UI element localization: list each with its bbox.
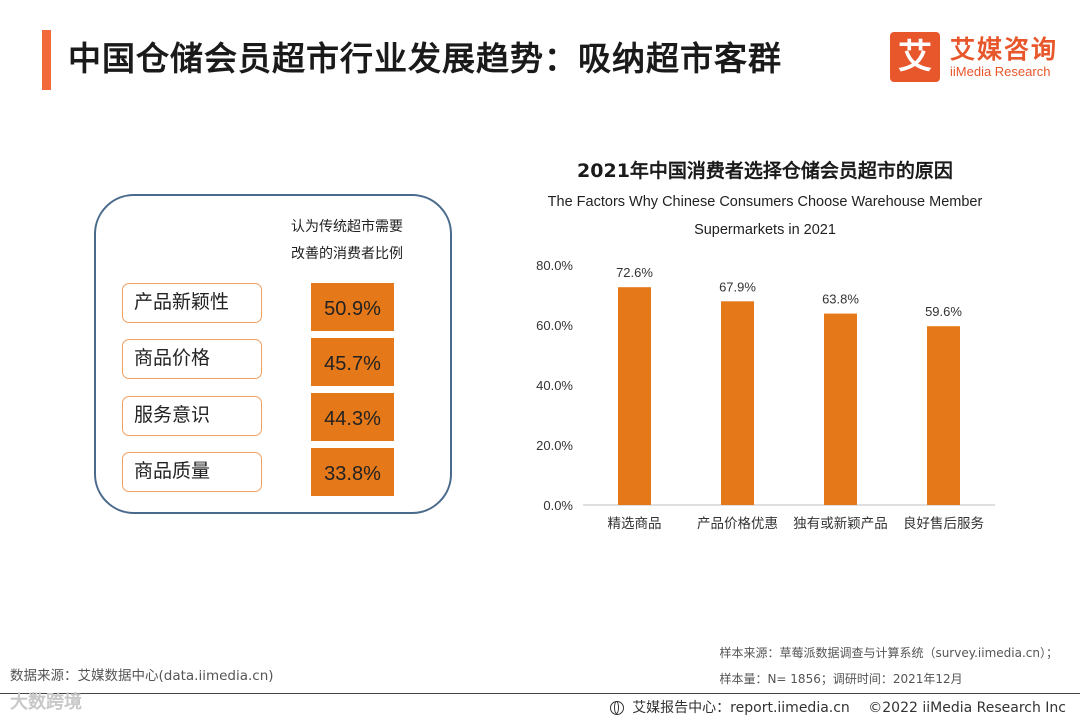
- data-source: 数据来源：艾媒数据中心(data.iimedia.cn): [10, 668, 274, 684]
- x-tick-label: 产品价格优惠: [697, 516, 778, 532]
- panel-header-line1: 认为传统超市需要: [291, 219, 403, 235]
- y-tick-label: 40.0%: [536, 378, 573, 393]
- factor-value: 44.3%: [311, 393, 394, 441]
- page-title: 中国仓储会员超市行业发展趋势：吸纳超市客群: [68, 39, 782, 78]
- globe-icon: [609, 701, 624, 715]
- logo-glyph: 艾: [890, 32, 940, 82]
- chart-subtitle: The Factors Why Chinese Consumers Choose…: [520, 188, 1010, 244]
- report-center-link[interactable]: 艾媒报告中心：report.iimedia.cn: [632, 700, 850, 716]
- bar: [927, 326, 960, 505]
- sample-source: 样本来源：草莓派数据调查与计算系统（survey.iimedia.cn）；: [719, 646, 1058, 660]
- sample-info: 样本来源：草莓派数据调查与计算系统（survey.iimedia.cn）； 样本…: [719, 640, 1058, 692]
- factor-value: 50.9%: [311, 283, 394, 331]
- iimedia-logo: 艾 艾媒咨询 iiMedia Research: [890, 32, 1070, 84]
- panel-header: 认为传统超市需要 改善的消费者比例: [262, 214, 432, 268]
- y-tick-label: 0.0%: [543, 498, 573, 513]
- bar: [618, 287, 651, 505]
- sample-size: 样本量：N= 1856；调研时间：2021年12月: [719, 672, 963, 686]
- x-tick-label: 独有或新颖产品: [793, 516, 888, 532]
- bar: [721, 301, 754, 505]
- y-tick-label: 80.0%: [536, 258, 573, 273]
- x-tick-label: 精选商品: [608, 516, 662, 532]
- footer-divider: [0, 693, 1080, 694]
- factor-label: 商品质量: [122, 452, 262, 492]
- x-tick-label: 良好售后服务: [903, 516, 984, 532]
- y-tick-label: 20.0%: [536, 438, 573, 453]
- panel-header-line2: 改善的消费者比例: [291, 246, 403, 262]
- improvement-panel: [94, 194, 452, 514]
- chart-subtitle-line1: The Factors Why Chinese Consumers Choose…: [547, 194, 983, 210]
- y-tick-label: 60.0%: [536, 318, 573, 333]
- footer-credits: 艾媒报告中心：report.iimedia.cn ©2022 iiMedia R…: [609, 697, 1066, 717]
- logo-cn-text: 艾媒咨询: [950, 35, 1059, 64]
- watermark: 大数跨境: [10, 692, 82, 713]
- factor-value: 45.7%: [311, 338, 394, 386]
- chart-title: 2021年中国消费者选择仓储会员超市的原因: [577, 160, 953, 182]
- data-label: 63.8%: [822, 292, 859, 307]
- factor-value: 33.8%: [311, 448, 394, 496]
- copyright: ©2022 iiMedia Research Inc: [868, 700, 1066, 716]
- factor-label: 服务意识: [122, 396, 262, 436]
- chart-subtitle-line2: Supermarkets in 2021: [694, 222, 836, 238]
- data-label: 67.9%: [719, 279, 756, 294]
- logo-en-text: iiMedia Research: [950, 64, 1051, 79]
- title-accent-bar: [42, 30, 51, 90]
- factor-label: 产品新颖性: [122, 283, 262, 323]
- data-label: 72.6%: [616, 265, 653, 280]
- bar: [824, 313, 857, 505]
- factor-label: 商品价格: [122, 339, 262, 379]
- data-label: 59.6%: [925, 304, 962, 319]
